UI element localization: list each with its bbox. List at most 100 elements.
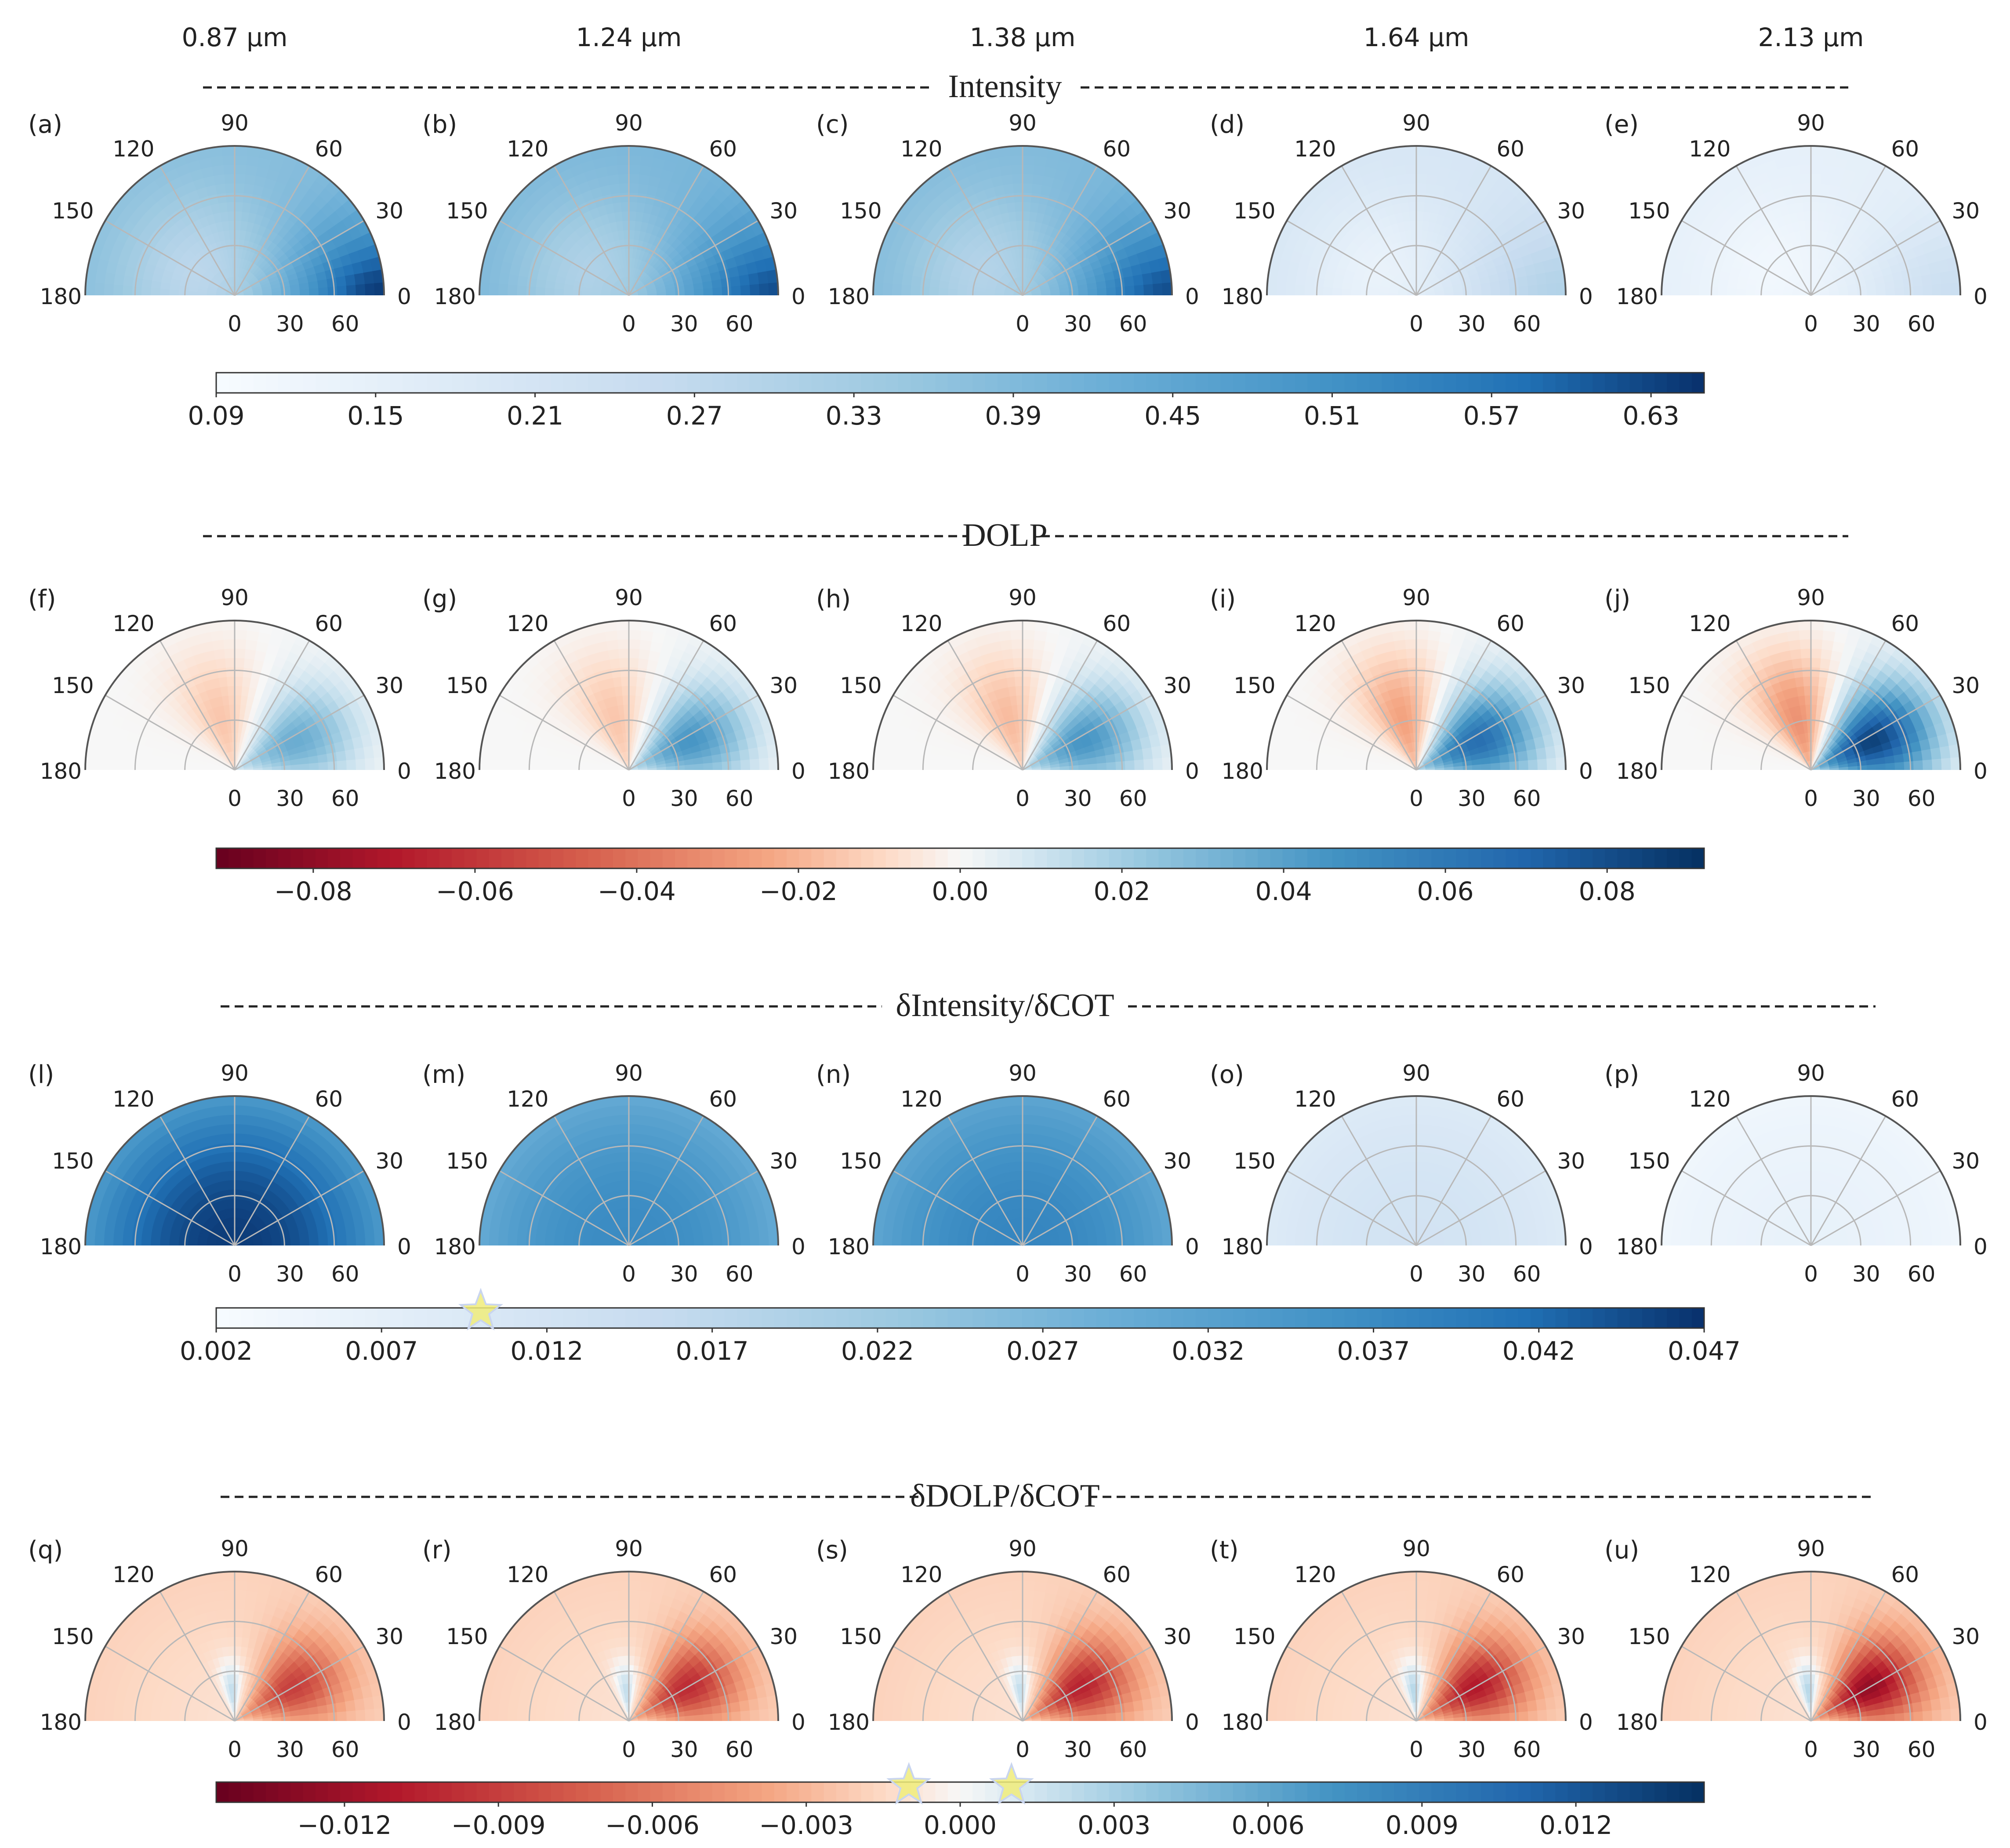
colorbar-segment: [1679, 373, 1692, 393]
colorbar-segment: [662, 373, 675, 393]
colorbar-segment: [1171, 373, 1184, 393]
heatmap-cell: [103, 758, 114, 770]
angular-tick-label: 180: [1616, 284, 1658, 309]
heatmap-cell: [178, 290, 189, 295]
colorbar-segment: [1196, 373, 1209, 393]
panel-label: (d): [1210, 110, 1244, 139]
colorbar-tick-label: 0.51: [1304, 401, 1361, 431]
angular-tick-label: 120: [900, 136, 942, 162]
heatmap-cell: [1763, 291, 1774, 295]
colorbar-segment: [427, 373, 440, 393]
heatmap-cell: [544, 287, 555, 295]
colorbar-segment: [1084, 373, 1097, 393]
colorbar-segment: [377, 373, 390, 393]
colorbar-segment: [786, 373, 799, 393]
colorbar-segment: [1530, 373, 1543, 393]
angular-tick-label: 180: [1222, 284, 1263, 309]
angular-tick-label: 30: [1163, 673, 1191, 698]
heatmap-cell: [1735, 288, 1746, 295]
colorbar-segment: [216, 373, 229, 393]
heatmap-cell: [1313, 286, 1324, 295]
heatmap-cell: [553, 288, 564, 295]
colorbar-segment: [1009, 373, 1023, 393]
wavelength-header: 1.38 μm: [970, 22, 1076, 52]
angular-tick-label: 180: [40, 284, 82, 309]
heatmap-cell: [975, 291, 986, 295]
colorbar-segment: [638, 373, 651, 393]
angular-tick-label: 90: [615, 585, 643, 610]
heatmap-cell: [526, 761, 536, 770]
grid-spoke: [105, 220, 235, 296]
angular-tick-label: 120: [507, 611, 548, 636]
angular-tick-label: 60: [1891, 136, 1919, 162]
heatmap-cell: [572, 765, 583, 770]
colorbar-segment: [1431, 373, 1444, 393]
colorbar-segment: [576, 373, 589, 393]
angular-tick-label: 0: [1974, 284, 1988, 309]
colorbar-segment: [563, 373, 577, 393]
radial-tick-label: 0: [1016, 786, 1030, 811]
colorbar-segment: [1034, 373, 1048, 393]
colorbar-segment: [1344, 373, 1357, 393]
heatmap-cell: [507, 759, 518, 770]
colorbar-segment: [1109, 373, 1122, 393]
angular-tick-label: 90: [221, 585, 249, 610]
colorbar-tick-label: 0.39: [985, 401, 1041, 431]
heatmap-cell: [553, 763, 564, 770]
radial-tick-label: 60: [726, 311, 754, 337]
heatmap-cell: [122, 760, 133, 770]
heatmap-cell: [966, 290, 976, 295]
colorbar-segment: [1617, 373, 1630, 393]
heatmap-cell: [187, 766, 198, 770]
colorbar-segment: [1667, 373, 1680, 393]
heatmap-cell: [516, 285, 527, 295]
radial-tick-label: 30: [670, 311, 698, 337]
radial-tick-label: 60: [1513, 311, 1541, 337]
angular-tick-label: 150: [1234, 198, 1275, 224]
angular-tick-label: 150: [446, 673, 488, 698]
colorbar-segment: [551, 373, 564, 393]
colorbar-segment: [452, 373, 465, 393]
colorbar-segment: [923, 373, 936, 393]
radial-tick-label: 0: [1016, 311, 1030, 337]
radial-tick-label: 60: [1908, 311, 1936, 337]
colorbar-segment: [625, 373, 639, 393]
colorbar-segment: [1369, 373, 1382, 393]
angular-tick-label: 60: [315, 136, 343, 162]
colorbar-segment: [501, 373, 514, 393]
angular-tick-label: 150: [446, 198, 488, 224]
heatmap-cell: [947, 288, 958, 295]
wavelength-headers: 0.87 μm 1.24 μm 1.38 μm 1.64 μm 2.13 μm: [182, 22, 1864, 52]
colorbar-segment: [1543, 373, 1556, 393]
angular-tick-label: 0: [1185, 284, 1199, 309]
angular-tick-label: 30: [1557, 198, 1585, 224]
colorbar-segment: [737, 373, 750, 393]
colorbar-segment: [799, 373, 812, 393]
angular-tick-label: 60: [315, 611, 343, 636]
angular-tick-label: 30: [375, 673, 403, 698]
colorbar-segment: [489, 373, 502, 393]
colorbar-segment: [290, 373, 304, 393]
radial-tick-label: 60: [331, 311, 359, 337]
colorbar-segment: [538, 373, 551, 393]
radial-tick-label: 30: [1458, 311, 1486, 337]
heatmap-cell: [1670, 283, 1681, 295]
colorbar-segment: [365, 373, 378, 393]
heatmap-cell: [1754, 290, 1765, 295]
colorbar-segment: [1134, 373, 1147, 393]
colorbar-segment: [1642, 373, 1655, 393]
colorbar-segment: [762, 373, 775, 393]
heatmap-cell: [957, 289, 967, 295]
heatmap-cell: [187, 291, 198, 295]
heatmap-cell: [966, 765, 976, 770]
heatmap-cell: [516, 760, 527, 770]
colorbar-segment: [1047, 373, 1060, 393]
heatmap-cell: [497, 758, 508, 770]
heatmap-cell: [1294, 284, 1305, 295]
colorbar-segment: [1444, 373, 1457, 393]
heatmap-cell: [882, 283, 893, 295]
